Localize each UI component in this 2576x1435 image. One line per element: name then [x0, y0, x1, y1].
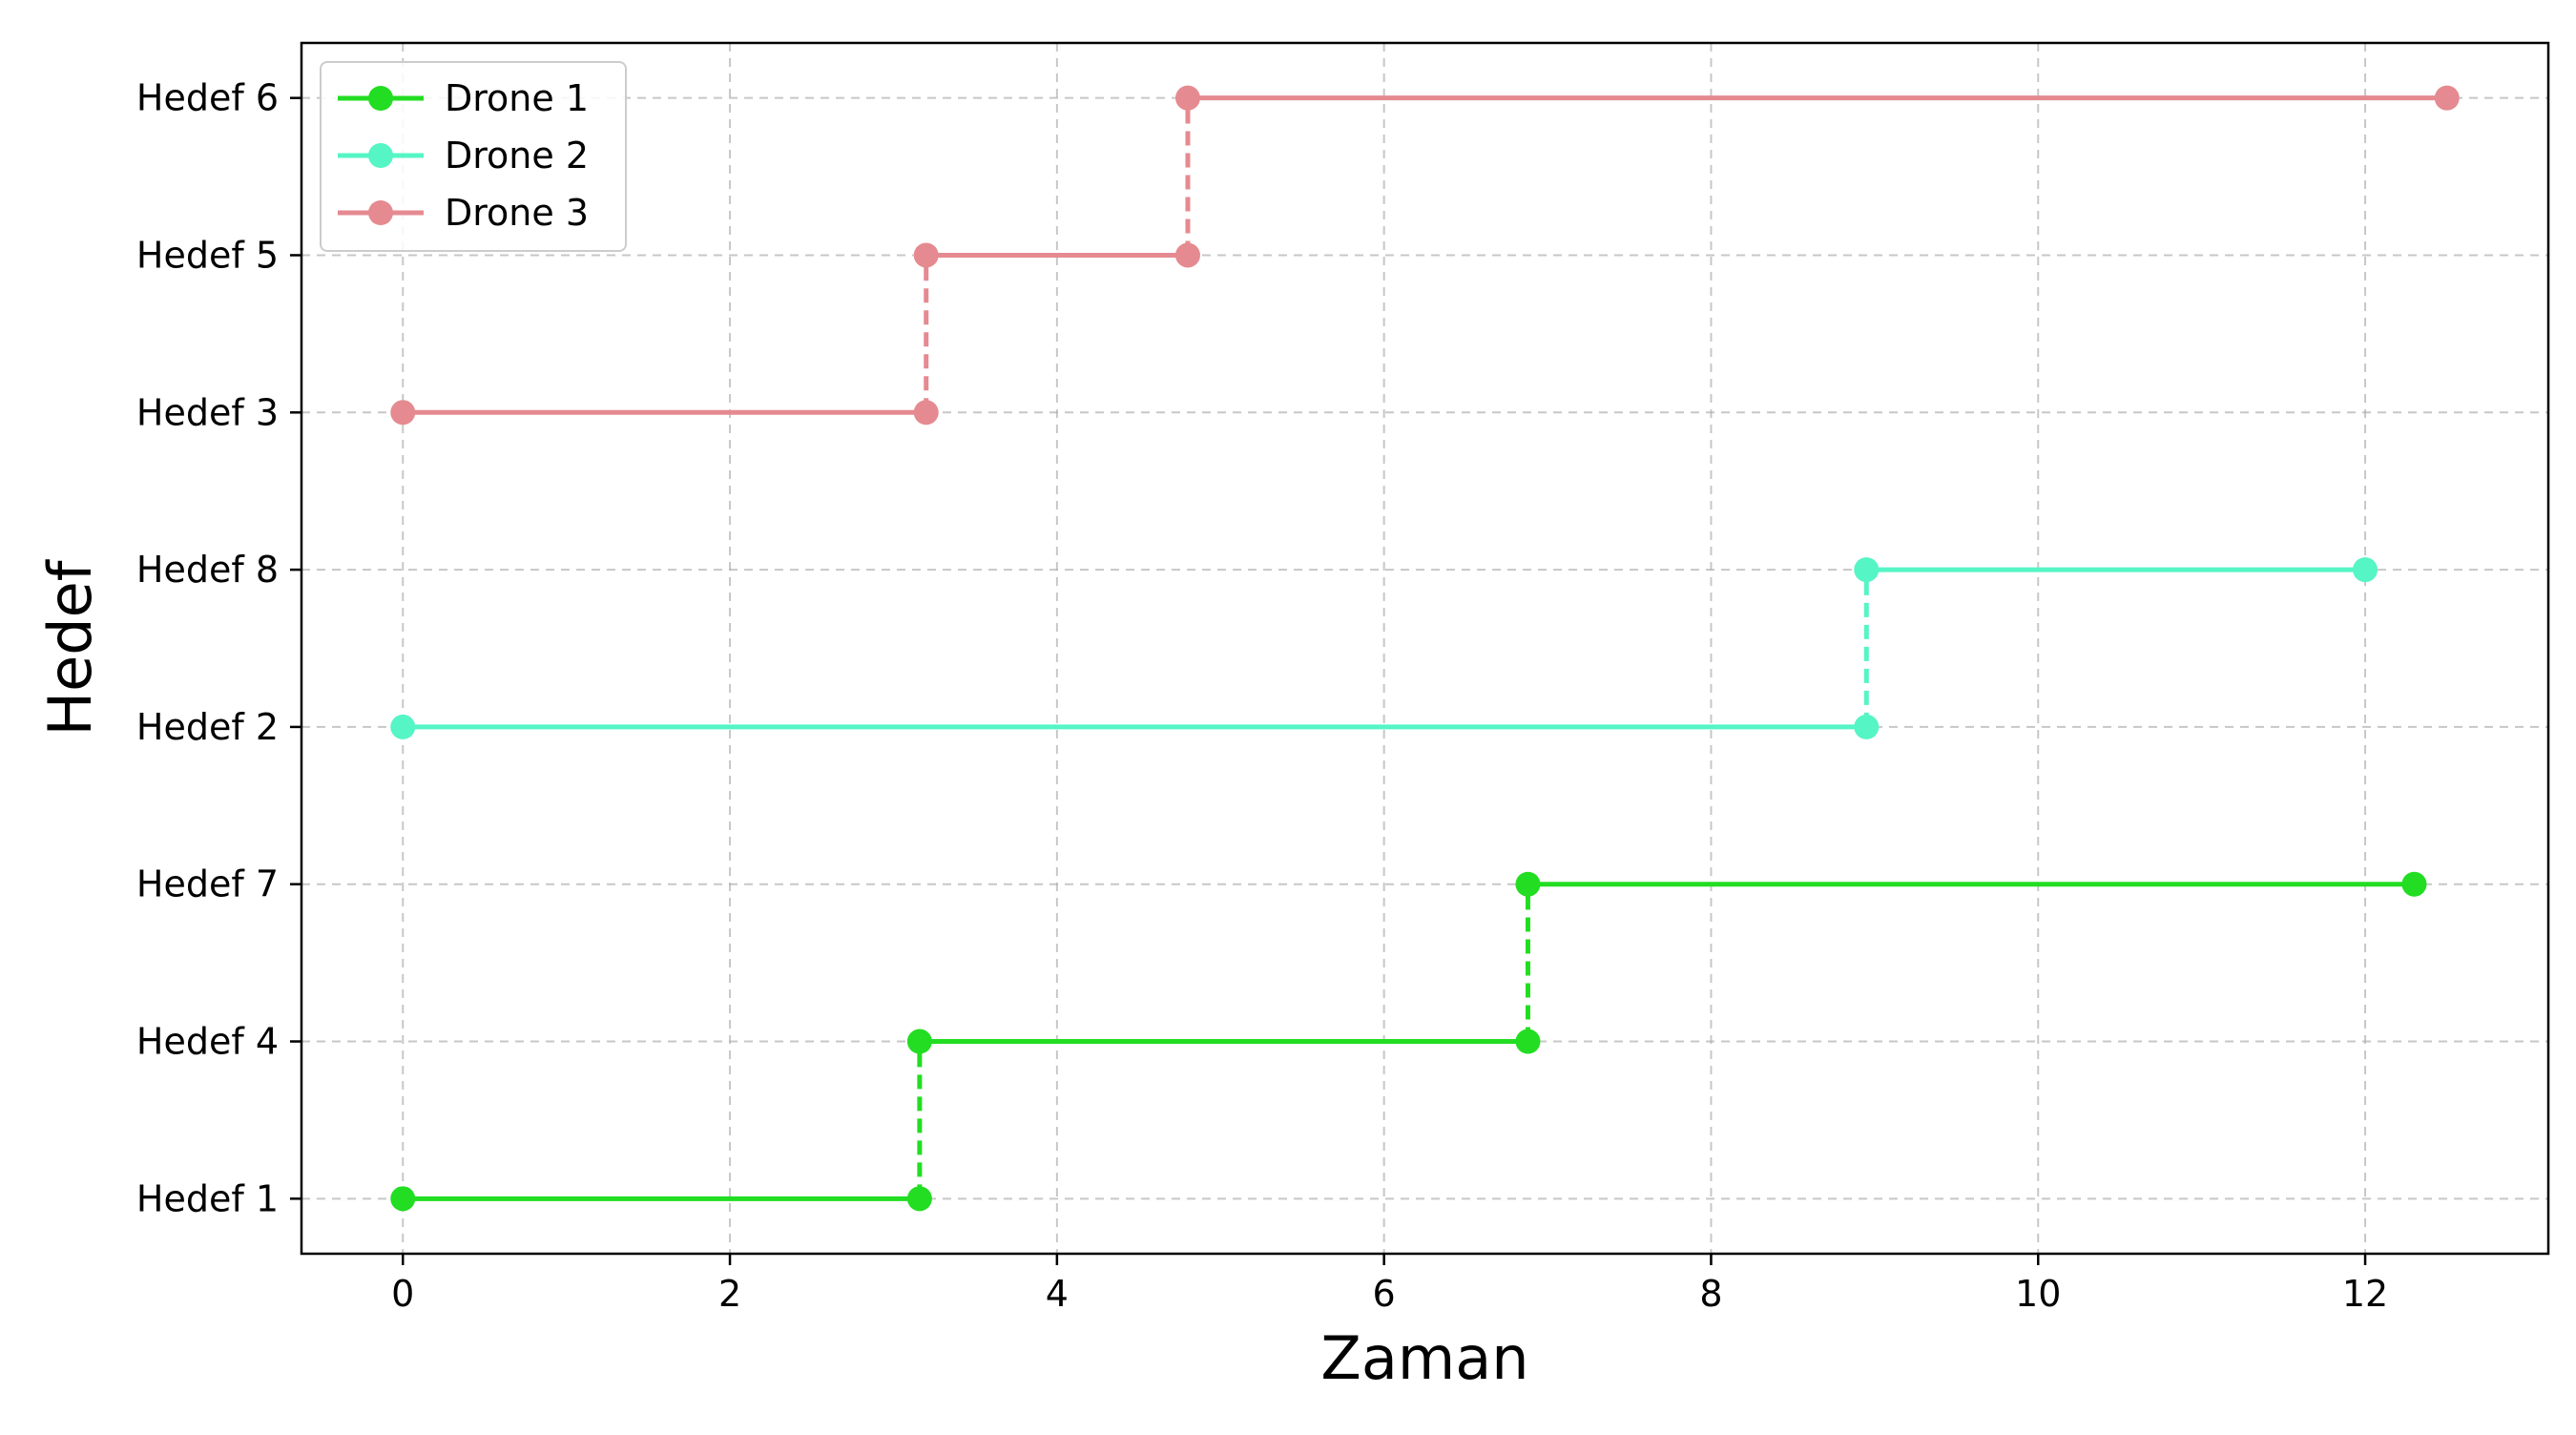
y-tick-label: Hedef 5	[136, 234, 279, 276]
axis-ticks: 0 2 4 6 8 10 12 Hedef 1 Hedef 4 Hedef 7 Hedef 2 Hed…	[136, 77, 2388, 1315]
legend-item: Drone 3	[338, 192, 589, 234]
data-point	[913, 242, 939, 268]
legend: Drone 1 Drone 2 Drone 3	[320, 61, 627, 252]
legend-marker	[368, 200, 393, 225]
data-point	[1854, 714, 1880, 739]
x-tick-label: 4	[1046, 1273, 1069, 1315]
legend-item: Drone 2	[338, 135, 589, 177]
x-tick-label: 0	[391, 1273, 414, 1315]
x-tick-label: 12	[2342, 1273, 2388, 1315]
data-point	[1515, 871, 1541, 897]
series-drone-3	[390, 85, 2460, 426]
legend-label: Drone 3	[445, 192, 589, 234]
legend-marker	[368, 143, 393, 168]
y-tick-label: Hedef 2	[136, 706, 279, 748]
data-point	[390, 1186, 416, 1212]
data-point	[1174, 85, 1200, 111]
x-tick-label: 6	[1373, 1273, 1396, 1315]
y-tick-label: Hedef 6	[136, 77, 279, 119]
y-axis-title: Hedef	[35, 558, 105, 736]
legend-label: Drone 2	[445, 135, 589, 177]
legend-marker	[368, 86, 393, 111]
data-point	[906, 1029, 932, 1054]
data-point	[1174, 242, 1200, 268]
y-tick-label: Hedef 8	[136, 549, 279, 591]
data-point	[2353, 557, 2379, 583]
x-tick-label: 10	[2015, 1273, 2061, 1315]
plot-frame	[300, 41, 2550, 1256]
data-point	[2434, 85, 2460, 111]
x-axis-title: Zaman	[1320, 1323, 1528, 1393]
data-point	[390, 714, 416, 739]
data-point	[2401, 871, 2427, 897]
series-drone-1	[390, 871, 2427, 1212]
y-tick-label: Hedef 4	[136, 1021, 279, 1063]
data-point	[913, 400, 939, 426]
data-point	[390, 400, 416, 426]
legend-label: Drone 1	[445, 77, 589, 119]
y-tick-label: Hedef 7	[136, 863, 279, 905]
x-tick-label: 2	[718, 1273, 741, 1315]
x-tick-label: 8	[1699, 1273, 1722, 1315]
y-tick-label: Hedef 3	[136, 391, 279, 433]
series-drone-2	[390, 557, 2379, 739]
legend-item: Drone 1	[338, 77, 589, 119]
legend-box	[320, 61, 627, 252]
y-tick-label: Hedef 1	[136, 1177, 279, 1219]
series-layer	[390, 85, 2460, 1212]
data-point	[1854, 557, 1880, 583]
data-point	[906, 1186, 932, 1212]
data-point	[1515, 1029, 1541, 1054]
